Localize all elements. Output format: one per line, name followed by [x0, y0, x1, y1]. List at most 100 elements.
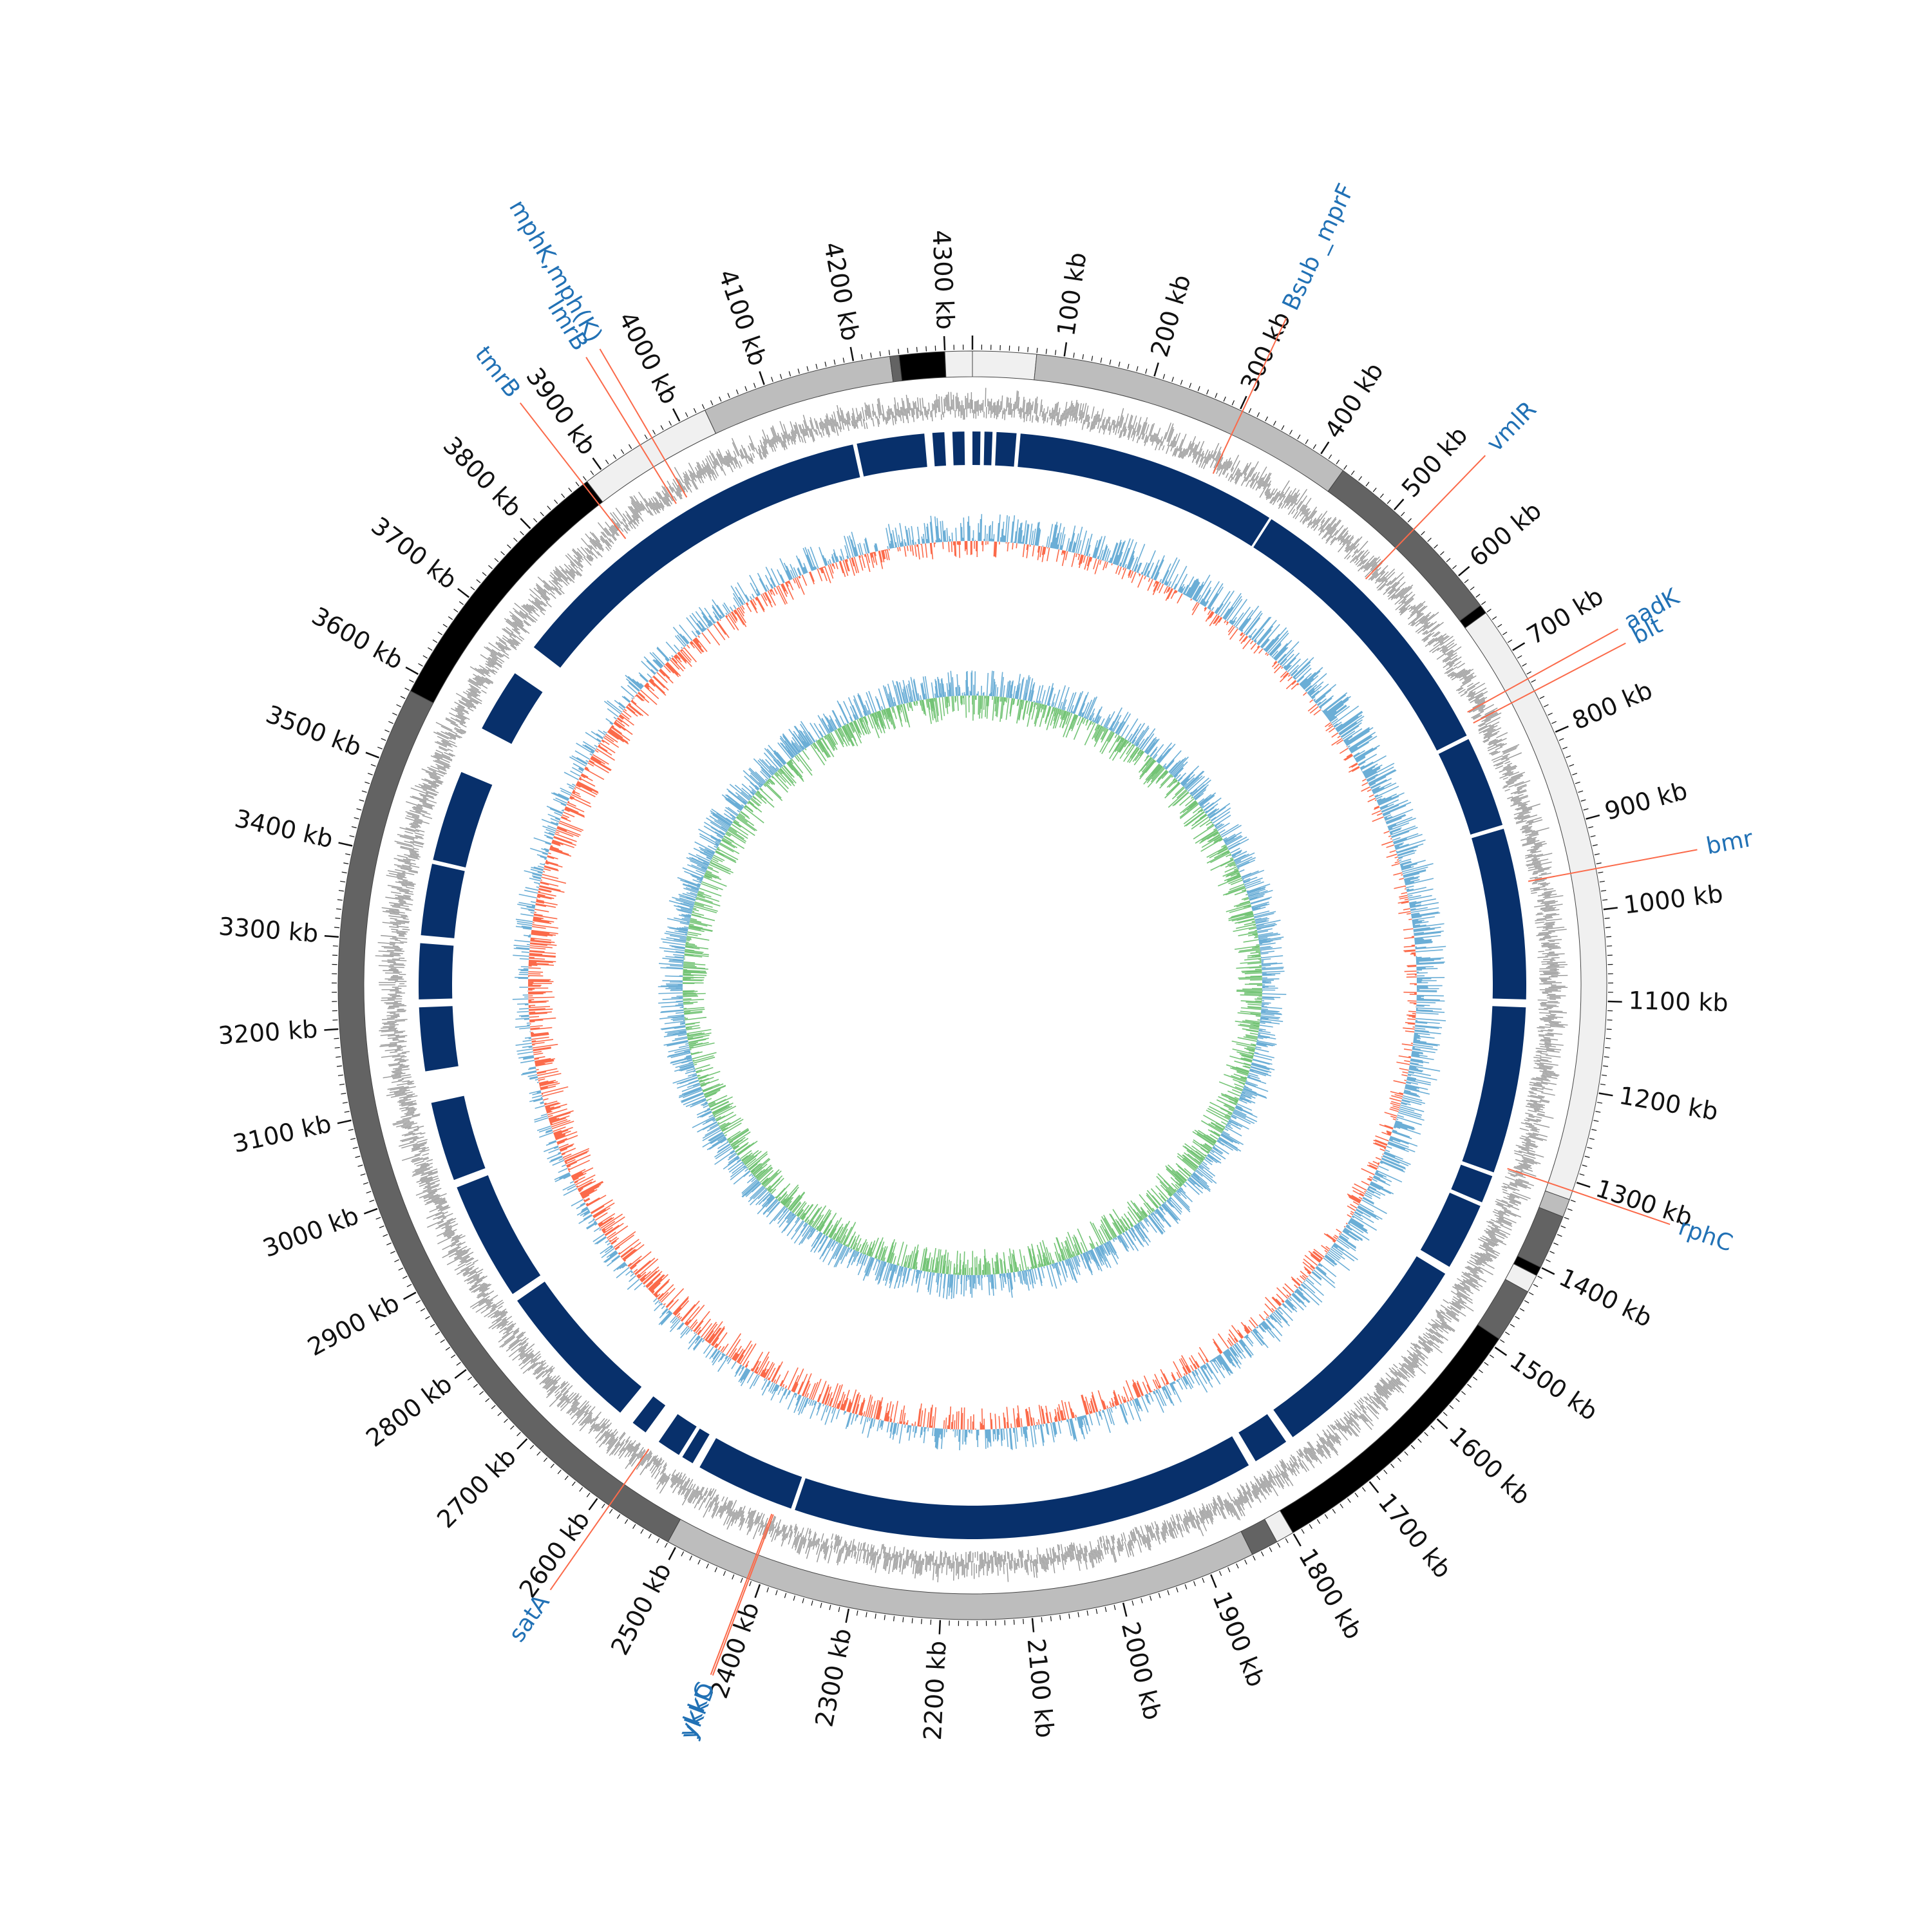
minor-tick: [806, 366, 809, 372]
major-tick: [1603, 907, 1618, 911]
gene-label: rphC: [1675, 1214, 1736, 1257]
minor-tick: [1549, 1251, 1555, 1254]
minor-tick: [1347, 1498, 1351, 1503]
scale-label: 2200 kb: [918, 1640, 952, 1741]
scale-label: 2800 kb: [361, 1370, 457, 1453]
outer-segment-ring: [337, 350, 1607, 1620]
minor-tick: [866, 1612, 867, 1618]
minor-tick: [404, 687, 410, 691]
minor-tick: [357, 1164, 363, 1167]
scale-label: 4200 kb: [819, 240, 865, 343]
outer-segment: [944, 350, 973, 378]
minor-tick: [529, 1444, 535, 1450]
minor-tick: [422, 655, 428, 659]
major-tick: [1210, 1574, 1217, 1588]
major-tick: [1393, 498, 1405, 511]
minor-tick: [1424, 1432, 1428, 1437]
minor-tick: [1376, 1475, 1381, 1481]
minor-tick: [1410, 1444, 1416, 1450]
scale-label: 1200 kb: [1617, 1081, 1720, 1126]
minor-tick: [400, 696, 406, 699]
major-tick: [337, 1119, 352, 1124]
minor-tick: [1379, 493, 1384, 498]
minor-tick: [1162, 374, 1166, 379]
minor-tick: [494, 558, 499, 562]
major-tick: [365, 752, 379, 759]
minor-tick: [504, 1419, 508, 1423]
minor-tick: [1533, 1283, 1539, 1287]
minor-tick: [1467, 1383, 1472, 1388]
major-tick: [338, 842, 353, 847]
minor-tick: [359, 799, 365, 802]
scale-label: 300 kb: [1235, 307, 1296, 395]
minor-tick: [1141, 1598, 1143, 1604]
scale-label: 3700 kb: [366, 511, 462, 594]
minor-tick: [1109, 359, 1112, 365]
minor-tick: [557, 1470, 562, 1474]
minor-tick: [491, 1405, 496, 1409]
minor-tick: [335, 917, 341, 919]
minor-tick: [1197, 386, 1200, 392]
minor-tick: [1193, 1581, 1196, 1586]
minor-tick: [586, 1492, 591, 1498]
gene-label: vmlR: [1482, 397, 1542, 457]
minor-tick: [1528, 1292, 1534, 1296]
minor-tick: [485, 1397, 490, 1403]
minor-tick: [334, 927, 340, 929]
major-tick: [1031, 1618, 1035, 1633]
minor-tick: [609, 1509, 613, 1514]
minor-tick: [1390, 1463, 1395, 1468]
minor-tick: [425, 1316, 430, 1320]
minor-tick: [838, 1607, 840, 1613]
scale-ticks: [324, 336, 1622, 1634]
minor-tick: [1606, 936, 1612, 938]
minor-tick: [1312, 444, 1317, 450]
minor-tick: [1486, 609, 1492, 612]
blast-hit: [517, 1282, 642, 1413]
minor-tick: [1579, 1173, 1585, 1176]
scale-label: 4000 kb: [613, 307, 684, 409]
minor-tick: [1470, 586, 1475, 591]
minor-tick: [1500, 1339, 1505, 1343]
minor-tick: [497, 1412, 502, 1416]
major-tick: [1122, 1602, 1128, 1617]
minor-tick: [1599, 880, 1605, 883]
minor-tick: [693, 408, 697, 413]
minor-tick: [1537, 1276, 1543, 1279]
blast-hit: [533, 444, 860, 668]
scale-label: 4300 kb: [927, 229, 960, 330]
minor-tick: [1401, 511, 1405, 516]
major-tick: [754, 1584, 761, 1598]
minor-tick: [479, 1390, 484, 1396]
minor-tick: [448, 616, 453, 620]
minor-tick: [802, 1598, 804, 1604]
minor-tick: [1358, 476, 1363, 481]
scale-label: 3000 kb: [259, 1201, 363, 1263]
minor-tick: [379, 1226, 384, 1229]
major-tick: [668, 1547, 676, 1560]
blast-hit: [1451, 1164, 1493, 1203]
minor-tick: [1553, 1242, 1558, 1245]
minor-tick: [1578, 790, 1584, 793]
minor-tick: [1145, 368, 1148, 374]
minor-tick: [1324, 1514, 1329, 1519]
minor-tick: [766, 1587, 770, 1593]
blast-hit: [433, 772, 493, 867]
minor-tick: [344, 1111, 350, 1113]
minor-tick: [516, 1432, 521, 1437]
minor-tick: [1560, 1226, 1566, 1229]
minor-tick: [1572, 773, 1578, 775]
minor-tick: [1443, 1412, 1448, 1416]
minor-tick: [507, 544, 511, 549]
minor-tick: [351, 826, 357, 829]
minor-tick: [1583, 808, 1589, 811]
minor-tick: [1489, 1354, 1494, 1358]
minor-tick: [1086, 1610, 1089, 1616]
scale-label: 4100 kb: [713, 266, 772, 370]
blast-hit: [1472, 828, 1526, 999]
major-tick: [1368, 1481, 1379, 1493]
minor-tick: [352, 1146, 358, 1150]
major-tick: [1240, 395, 1247, 410]
major-tick: [324, 934, 339, 938]
minor-tick: [396, 704, 402, 708]
